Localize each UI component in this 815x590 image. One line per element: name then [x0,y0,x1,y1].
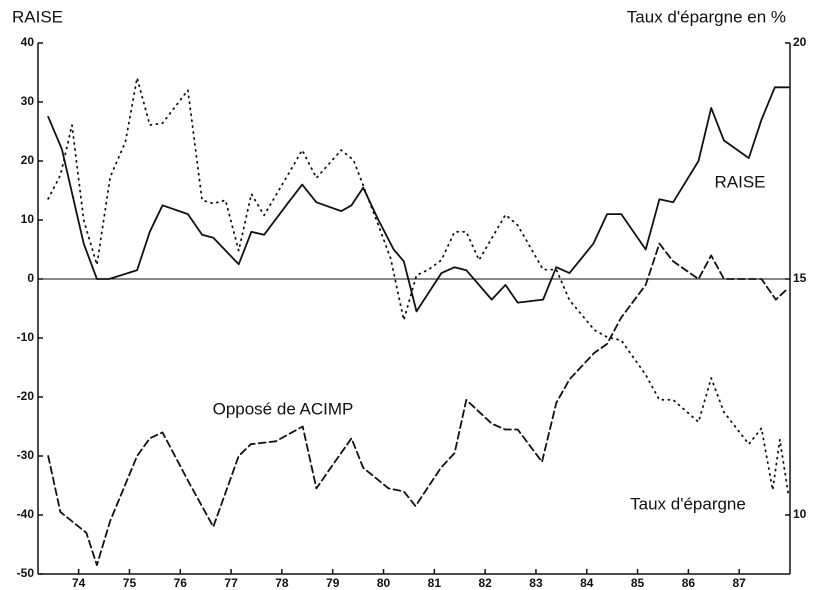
y-tick-label: -40 [17,507,35,521]
series-line [47,242,790,566]
y-tick-label: -50 [17,566,35,580]
x-tick-label: 80 [377,576,391,590]
x-tick-label: 83 [529,576,543,590]
series-label: Opposé de ACIMP [213,399,354,418]
x-tick-label: 74 [72,576,86,590]
x-tick-label: 79 [326,576,340,590]
x-tick-label: 75 [123,576,137,590]
series-line [47,77,790,497]
y-tick-label: 30 [21,94,35,108]
y-tick-label: 10 [21,212,35,226]
y-tick-label: 40 [21,35,35,49]
y-axis-label: RAISE [12,7,63,26]
y2-tick-label: 10 [793,507,807,521]
series-label: Taux d'épargne [630,494,746,513]
x-tick-label: 81 [428,576,442,590]
x-tick-label: 82 [478,576,492,590]
x-tick-label: 86 [682,576,696,590]
x-tick-label: 78 [275,576,289,590]
x-tick-label: 87 [733,576,747,590]
y-tick-label: 20 [21,153,35,167]
y-tick-label: -30 [17,448,35,462]
x-tick-label: 77 [224,576,238,590]
series-label: RAISE [714,172,765,191]
y-tick-label: 0 [27,271,34,285]
y-tick-label: -10 [17,330,35,344]
x-tick-label: 76 [174,576,188,590]
y2-tick-label: 15 [793,271,807,285]
y2-axis-label: Taux d'épargne en % [627,7,786,26]
y2-tick-label: 20 [793,35,807,49]
x-tick-label: 84 [580,576,594,590]
x-tick-label: 85 [631,576,645,590]
series-line [47,86,790,313]
y-tick-label: -20 [17,389,35,403]
